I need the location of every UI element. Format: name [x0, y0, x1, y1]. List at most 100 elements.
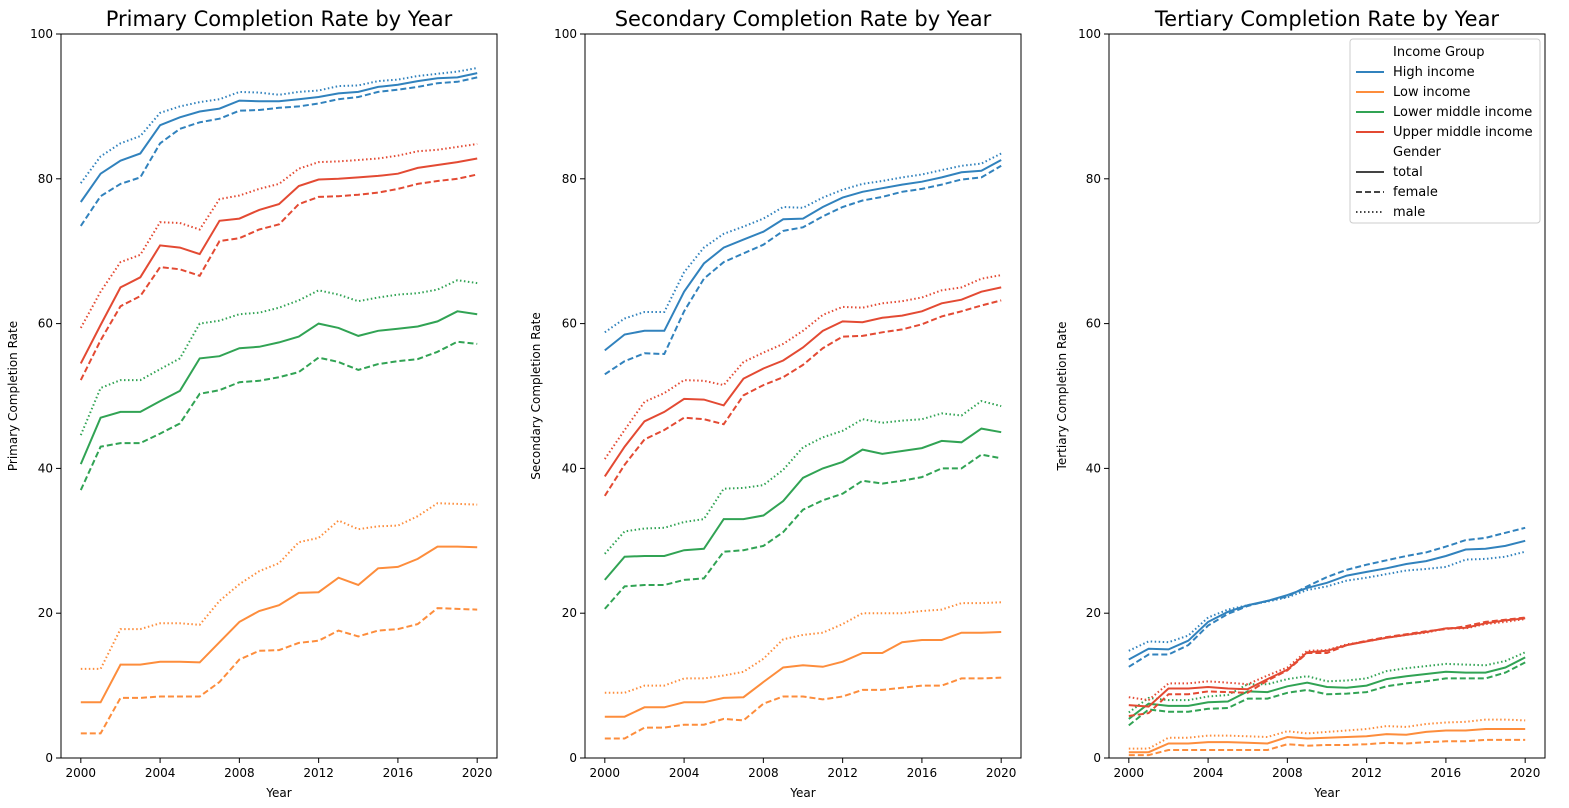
chart-title: Secondary Completion Rate by Year [615, 7, 992, 31]
tertiary-series-group [1128, 526, 1526, 757]
legend-item-high-income: High income [1393, 65, 1475, 80]
series-line-lower-middle-income-male [604, 400, 1002, 555]
legend-item-low-income: Low income [1393, 85, 1470, 100]
y-tick-label: 0 [569, 751, 577, 765]
x-tick-label: 2020 [1510, 766, 1541, 780]
series-line-high-income-female [79, 76, 478, 227]
y-tick-label: 80 [1086, 172, 1101, 186]
series-line-high-income-male [79, 67, 478, 184]
y-tick-label: 0 [45, 751, 53, 765]
series-line-low-income-male [80, 502, 478, 670]
y-tick-label: 40 [38, 461, 53, 475]
x-tick-label: 2020 [986, 766, 1017, 780]
series-line-upper-middle-income-female [79, 173, 478, 381]
series-line-low-income-male [604, 601, 1002, 694]
series-line-high-income-total [604, 159, 1002, 352]
series-line-upper-middle-income-total [79, 157, 478, 364]
series-line-upper-middle-income-male [603, 274, 1002, 460]
legend-item-upper-middle-income: Upper middle income [1393, 125, 1533, 140]
y-tick-label: 60 [562, 317, 577, 331]
series-line-lower-middle-income-female [1128, 661, 1526, 727]
series-line-low-income-total [1128, 728, 1526, 754]
y-tick-label: 20 [38, 606, 53, 620]
y-tick-label: 0 [1093, 751, 1101, 765]
y-tick-label: 40 [1086, 461, 1101, 475]
secondary-completion-panel: Secondary Completion Rate by Year 2000 20… [529, 7, 1022, 800]
x-tick-label: 2012 [1351, 766, 1382, 780]
series-line-lower-middle-income-total [604, 427, 1002, 581]
y-axis-ticks: 0 20 40 60 80 100 [1078, 27, 1109, 765]
y-axis-label: Tertiary Completion Rate [1055, 322, 1069, 472]
x-tick-label: 2020 [462, 766, 493, 780]
x-tick-label: 2000 [1114, 766, 1145, 780]
series-line-high-income-female [1128, 526, 1526, 668]
series-line-low-income-total [80, 545, 478, 704]
legend-item-lower-middle-income: Lower middle income [1393, 105, 1532, 120]
plot-area-frame [584, 33, 1022, 759]
y-tick-label: 20 [1086, 606, 1101, 620]
legend-item-total: total [1393, 165, 1423, 180]
series-line-high-income-female [604, 164, 1002, 376]
series-line-upper-middle-income-female [1128, 616, 1526, 717]
x-tick-label: 2008 [748, 766, 779, 780]
series-line-low-income-male [1128, 718, 1526, 750]
series-line-low-income-female [1128, 738, 1526, 757]
x-axis-label: Year [1313, 786, 1339, 800]
series-line-upper-middle-income-total [603, 286, 1002, 477]
series-line-low-income-female [604, 676, 1002, 740]
x-axis-ticks: 2000 2004 2008 2012 2016 2020 [66, 758, 493, 780]
series-line-upper-middle-income-male [79, 143, 478, 329]
x-tick-label: 2000 [66, 766, 97, 780]
series-line-lower-middle-income-male [79, 279, 478, 436]
y-tick-label: 80 [562, 172, 577, 186]
primary-series-group [79, 67, 478, 735]
series-line-low-income-female [80, 607, 478, 735]
plot-area-frame [60, 33, 498, 759]
secondary-series-group [603, 152, 1002, 740]
legend-item-male: male [1393, 205, 1425, 220]
x-tick-label: 2012 [303, 766, 334, 780]
x-axis-label: Year [265, 786, 291, 800]
y-tick-label: 60 [1086, 317, 1101, 331]
y-tick-label: 40 [562, 461, 577, 475]
tertiary-completion-panel: Tertiary Completion Rate by Year 2000 200… [1055, 7, 1546, 800]
series-line-high-income-total [79, 72, 478, 203]
series-line-high-income-male [604, 152, 1002, 334]
y-tick-label: 60 [38, 317, 53, 331]
plot-area-frame [1108, 33, 1546, 759]
series-line-lower-middle-income-male [1128, 651, 1526, 714]
primary-completion-panel: Primary Completion Rate by Year 2000 2004… [6, 7, 498, 800]
x-tick-label: 2008 [224, 766, 255, 780]
y-axis-label: Primary Completion Rate [6, 321, 20, 471]
x-tick-label: 2016 [907, 766, 938, 780]
legend: Income Group High income Low income Lowe… [1349, 38, 1541, 224]
x-tick-label: 2016 [1431, 766, 1462, 780]
series-line-upper-middle-income-female [603, 299, 1002, 497]
y-axis-ticks: 0 20 40 60 80 100 [554, 27, 585, 765]
y-axis-ticks: 0 20 40 60 80 100 [30, 27, 61, 765]
legend-group-title: Income Group [1393, 45, 1485, 60]
x-tick-label: 2000 [590, 766, 621, 780]
x-tick-label: 2008 [1272, 766, 1303, 780]
x-axis-label: Year [789, 786, 815, 800]
legend-style-title: Gender [1393, 145, 1442, 160]
series-line-lower-middle-income-female [604, 453, 1002, 610]
y-tick-label: 20 [562, 606, 577, 620]
series-line-high-income-male [1128, 550, 1526, 652]
x-tick-label: 2004 [669, 766, 700, 780]
x-axis-ticks: 2000 2004 2008 2012 2016 2020 [590, 758, 1017, 780]
y-tick-label: 100 [30, 27, 53, 41]
y-tick-label: 100 [554, 27, 577, 41]
series-line-lower-middle-income-total [1128, 656, 1526, 720]
y-tick-label: 100 [1078, 27, 1101, 41]
chart-title: Tertiary Completion Rate by Year [1154, 7, 1500, 31]
x-tick-label: 2004 [1193, 766, 1224, 780]
x-tick-label: 2004 [145, 766, 176, 780]
x-tick-label: 2016 [383, 766, 414, 780]
series-line-low-income-total [604, 631, 1002, 718]
series-line-lower-middle-income-female [79, 340, 478, 491]
series-line-high-income-total [1128, 539, 1526, 661]
x-tick-label: 2012 [827, 766, 858, 780]
series-line-lower-middle-income-total [79, 310, 478, 465]
y-axis-label: Secondary Completion Rate [529, 312, 543, 479]
